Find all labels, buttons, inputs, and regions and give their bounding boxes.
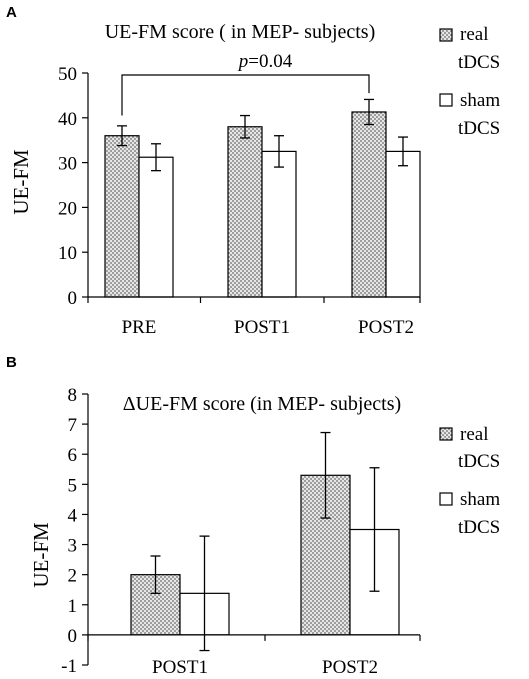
legend-sham-label-2: tDCS	[458, 517, 500, 538]
bar-real-tdcs	[104, 135, 140, 298]
y-tick-label: 4	[68, 505, 78, 526]
x-tick-label: POST2	[358, 317, 414, 338]
chart-a-title: UE-FM score ( in MEP- subjects)	[105, 21, 376, 43]
x-tick-label: POST2	[322, 657, 378, 678]
bar-real-tdcs	[351, 111, 387, 298]
y-tick-label: 1	[68, 596, 78, 617]
chart-b-title: ΔUE-FM score (in MEP- subjects)	[123, 393, 401, 415]
panel-a: A UE-FM score ( in MEP- subjects) UE-FM …	[6, 4, 500, 338]
panel-label-a: A	[6, 4, 17, 21]
y-tick-label: -1	[61, 656, 77, 677]
x-tick-label: POST1	[152, 657, 208, 678]
significance-label: p=0.04	[237, 51, 293, 72]
chart-a-significance: p=0.04	[121, 51, 370, 116]
y-tick-label: 40	[58, 109, 77, 130]
y-tick-label: 10	[58, 243, 77, 264]
significance-bracket	[121, 74, 370, 116]
chart-a-legend: real tDCS sham tDCS	[439, 24, 500, 139]
legend-sham-swatch	[439, 492, 453, 506]
bar-sham-tdcs	[138, 156, 174, 298]
legend-real-label-2: tDCS	[458, 451, 500, 472]
legend-real-label-1: real	[460, 24, 488, 45]
y-tick-label: 2	[68, 566, 78, 587]
y-tick-label: 50	[58, 64, 77, 85]
y-tick-label: 20	[58, 198, 77, 219]
panel-b: B ΔUE-FM score (in MEP- subjects) UE-FM …	[6, 354, 500, 678]
legend-real-swatch	[439, 427, 453, 441]
x-tick-label: POST1	[234, 317, 290, 338]
bar-real-tdcs	[227, 126, 263, 298]
y-tick-label: 0	[68, 288, 78, 309]
chart-a-x-axis: PRE POST1 POST2	[87, 296, 421, 338]
bar-sham-tdcs	[261, 150, 297, 298]
chart-a-bars	[104, 98, 421, 298]
y-tick-label: 3	[68, 536, 78, 557]
chart-b-legend: real tDCS sham tDCS	[439, 424, 500, 538]
bar-sham-tdcs	[385, 150, 421, 298]
legend-sham-label-2: tDCS	[458, 118, 500, 139]
legend-sham-label-1: sham	[460, 489, 500, 510]
legend-sham-label-1: sham	[460, 90, 500, 111]
y-tick-label: 8	[68, 385, 78, 406]
y-tick-label: 0	[68, 626, 78, 647]
chart-b-x-axis: POST1 POST2	[87, 634, 421, 678]
y-tick-label: 30	[58, 154, 77, 175]
chart-a-y-axis: 0 10 20 30 40 50	[58, 64, 89, 309]
y-tick-label: 5	[68, 475, 78, 496]
chart-b-y-axis: -1 0 1 2 3 4 5 6 7 8	[61, 385, 89, 677]
legend-real-swatch	[439, 28, 453, 42]
chart-a-ylabel: UE-FM	[9, 149, 33, 215]
x-tick-label: PRE	[122, 317, 157, 338]
chart-b-bars	[130, 431, 400, 652]
chart-b-ylabel: UE-FM	[29, 522, 53, 588]
panel-label-b: B	[6, 354, 17, 371]
y-tick-label: 7	[68, 415, 78, 436]
y-tick-label: 6	[68, 445, 78, 466]
legend-real-label-1: real	[460, 424, 488, 445]
legend-real-label-2: tDCS	[458, 52, 500, 73]
legend-sham-swatch	[439, 93, 453, 107]
